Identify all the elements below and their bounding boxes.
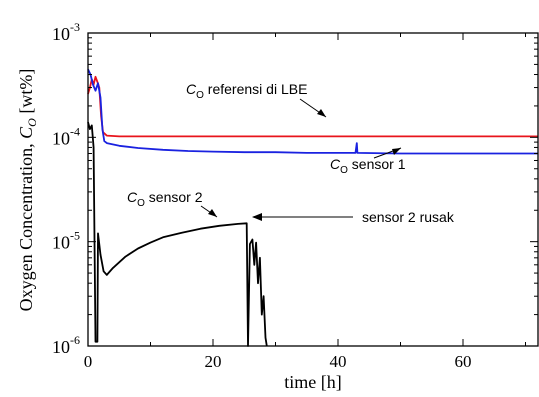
annotation-sensor1-arrowhead bbox=[392, 148, 401, 155]
svg-text:CO referensi di LBE: CO referensi di LBE bbox=[186, 81, 307, 101]
annotation-sensor2: CO sensor 2 bbox=[127, 189, 218, 218]
svg-text:CO sensor 2: CO sensor 2 bbox=[127, 189, 203, 209]
annotation-broken-text: sensor 2 rusak bbox=[362, 209, 455, 225]
ticks-layer: 0 20 40 60 10-6 10-5 10-4 10-3 bbox=[52, 20, 538, 371]
x-tick-label-1: 20 bbox=[205, 352, 222, 371]
y-axis-label-var: C bbox=[16, 126, 36, 139]
y-tick-label-2: 10-4 bbox=[52, 124, 80, 148]
annotation-broken-arrowhead bbox=[252, 213, 262, 221]
annotation-sensor2-text: sensor 2 bbox=[145, 189, 203, 205]
annotation-sensor1-sub: O bbox=[340, 165, 348, 176]
y-axis-label-main: Oxygen Concentration, bbox=[16, 139, 36, 311]
x-tick-label-3: 60 bbox=[455, 352, 472, 371]
annotation-reference-text: referensi di LBE bbox=[204, 81, 308, 97]
y-tick-label-0: 10-6 bbox=[52, 333, 80, 357]
series-line-2 bbox=[87, 68, 538, 155]
annotation-sensor1: CO sensor 1 bbox=[330, 147, 406, 176]
series-line-1 bbox=[87, 75, 538, 138]
annotation-sensor1-var: C bbox=[330, 156, 341, 172]
y-axis-label-unit: [wt%] bbox=[16, 69, 36, 118]
annotation-reference-var: C bbox=[186, 81, 197, 97]
annotation-reference: CO referensi di LBE bbox=[186, 81, 327, 118]
svg-text:CO sensor 1: CO sensor 1 bbox=[330, 156, 406, 176]
y-axis-label: Oxygen Concentration, CO [wt%] bbox=[16, 69, 39, 312]
y-tick-label-1: 10-5 bbox=[52, 229, 80, 253]
y-axis-label-sub: O bbox=[25, 118, 39, 127]
series-layer bbox=[87, 68, 538, 347]
annotation-reference-arrowhead bbox=[317, 109, 326, 117]
x-tick-label-2: 40 bbox=[330, 352, 347, 371]
annotation-reference-sub: O bbox=[196, 90, 204, 101]
annotation-sensor1-text: sensor 1 bbox=[348, 156, 406, 172]
x-tick-label-0: 0 bbox=[84, 352, 93, 371]
annotation-sensor2-var: C bbox=[127, 189, 138, 205]
series-line-3 bbox=[87, 121, 268, 347]
annotation-sensor2-sub: O bbox=[137, 198, 145, 209]
y-tick-label-3: 10-3 bbox=[52, 20, 80, 44]
annotation-sensor2-broken: sensor 2 rusak bbox=[252, 209, 455, 225]
annotation-sensor2-arrowhead bbox=[208, 209, 217, 217]
plot-frame bbox=[87, 32, 539, 347]
x-axis-label: time [h] bbox=[284, 372, 341, 392]
